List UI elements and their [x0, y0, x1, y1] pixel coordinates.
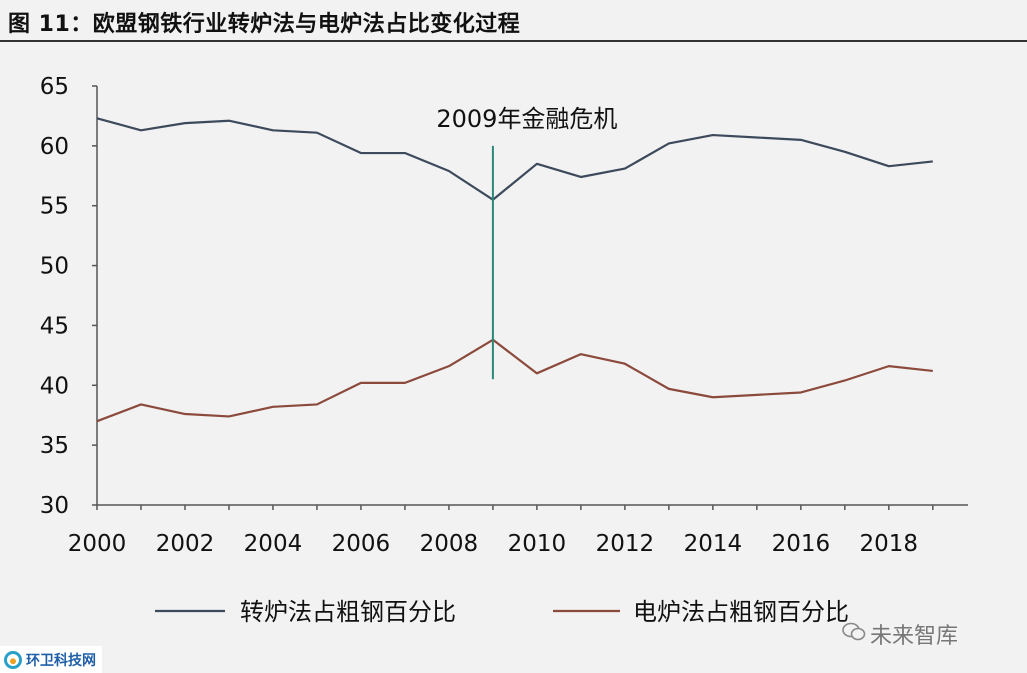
y-tick-label: 45 — [40, 313, 69, 339]
site-logo: 环卫科技网 — [0, 646, 102, 673]
x-tick-label: 2000 — [68, 531, 127, 557]
x-tick-label: 2004 — [244, 531, 303, 557]
series-line-eaf — [96, 338, 933, 423]
logo-text: 环卫科技网 — [26, 652, 96, 669]
x-tick-label: 2018 — [860, 531, 919, 557]
x-tick-label: 2006 — [332, 531, 391, 557]
y-tick-label: 65 — [40, 74, 69, 100]
x-tick-label: 2008 — [420, 531, 479, 557]
y-tick-label: 50 — [40, 254, 69, 280]
y-tick-label: 55 — [40, 194, 69, 220]
y-tick-label: 40 — [40, 373, 69, 399]
title-divider — [0, 40, 1027, 42]
figure-title: 图 11：欧盟钢铁行业转炉法与电炉法占比变化过程 — [8, 12, 521, 37]
x-tick-label: 2002 — [156, 531, 215, 557]
annotation-label: 2009年金融危机 — [436, 105, 617, 133]
y-tick-label: 30 — [40, 493, 69, 519]
y-tick-label: 60 — [40, 134, 69, 160]
wechat-icon — [842, 622, 866, 642]
chart-legend: 转炉法占粗钢百分比 电炉法占粗钢百分比 — [155, 598, 849, 626]
chart-ticks: 30 35 40 45 50 55 60 65 2000 2002 2004 2006 2008 2010… — [40, 74, 934, 557]
x-tick-label: 2016 — [772, 531, 831, 557]
series-line-bof — [96, 117, 933, 201]
logo-icon — [4, 650, 22, 669]
y-tick-label: 35 — [40, 433, 69, 459]
legend-label: 电炉法占粗钢百分比 — [633, 598, 849, 626]
watermark-text: 未来智库 — [870, 624, 959, 649]
x-tick-label: 2010 — [508, 531, 567, 557]
chart-annotation: 2009年金融危机 — [436, 105, 617, 380]
chart-series — [96, 117, 933, 423]
x-tick-label: 2014 — [684, 531, 743, 557]
x-tick-label: 2012 — [596, 531, 655, 557]
legend-label: 转炉法占粗钢百分比 — [240, 598, 456, 626]
chart-axes — [96, 86, 968, 506]
